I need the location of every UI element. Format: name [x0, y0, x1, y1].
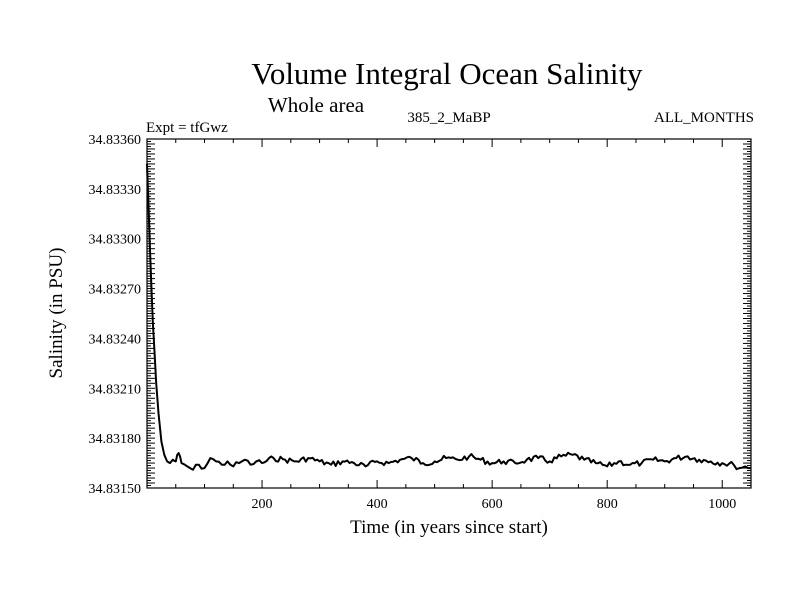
y-tick-label: 34.83150	[89, 482, 142, 497]
chart-title: Volume Integral Ocean Salinity	[251, 56, 643, 91]
y-tick-label: 34.83180	[89, 432, 142, 447]
chart-subtitle: Whole area	[268, 93, 365, 117]
y-tick-label: 34.83300	[89, 233, 142, 248]
y-tick-label: 34.83360	[89, 133, 142, 148]
x-axis: 200 400 600 800 1000	[175, 139, 736, 512]
x-tick-label: 1000	[708, 497, 736, 512]
x-tick-label: 800	[597, 497, 618, 512]
experiment-label: Expt = tfGwz	[146, 120, 228, 136]
y-axis: 34.83150 34.83180 34.83210 34.83240 34.83270…	[89, 133, 751, 497]
salinity-series-line	[146, 163, 751, 471]
period-label: 385_2_MaBP	[407, 110, 490, 126]
months-label: ALL_MONTHS	[654, 110, 754, 126]
x-tick-label: 400	[367, 497, 388, 512]
y-tick-label: 34.83270	[89, 283, 142, 298]
x-axis-label: Time (in years since start)	[350, 517, 548, 538]
y-tick-label: 34.83330	[89, 183, 142, 198]
y-tick-label: 34.83210	[89, 382, 142, 397]
x-tick-label: 200	[252, 497, 273, 512]
y-tick-label: 34.83240	[89, 332, 142, 347]
y-axis-label: Salinity (in PSU)	[46, 248, 67, 379]
plot-frame	[146, 138, 752, 489]
x-tick-label: 600	[482, 497, 503, 512]
